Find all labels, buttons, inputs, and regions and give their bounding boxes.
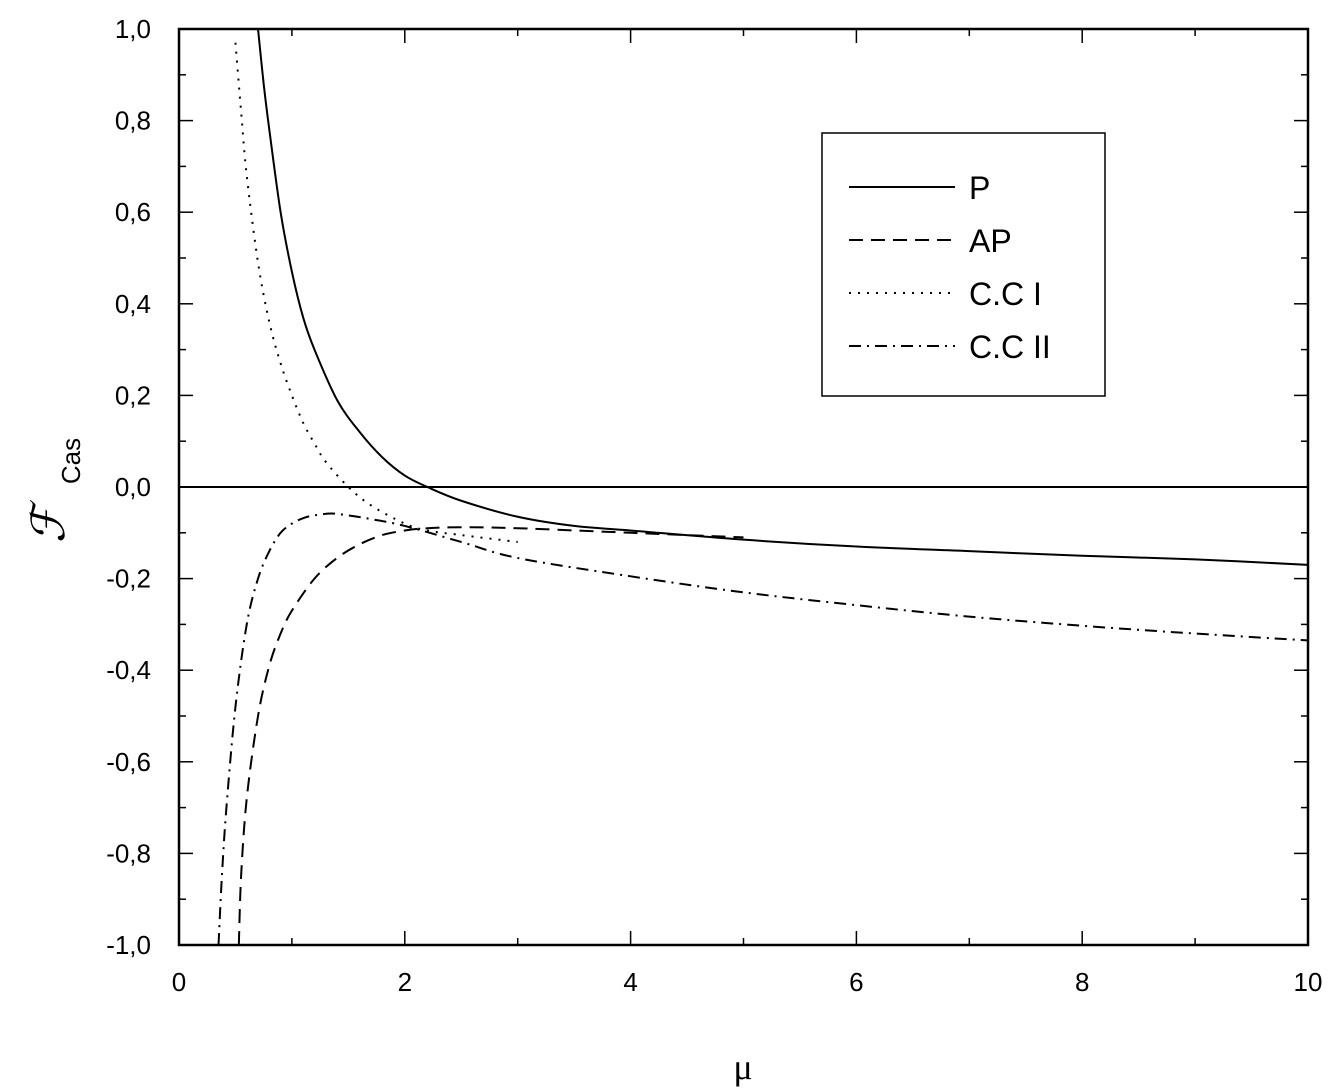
legend-label: C.C I	[969, 276, 1042, 312]
x-tick-label: 6	[849, 967, 863, 997]
legend-label: AP	[969, 223, 1012, 259]
y-tick-label: 0,8	[115, 106, 151, 136]
axis-ticks	[178, 28, 1309, 946]
series-lines	[217, 28, 1309, 946]
legend-box	[821, 132, 1106, 397]
y-tick-label: 1,0	[115, 14, 151, 44]
x-tick-label: 8	[1075, 967, 1089, 997]
legend-items: P AP C.C I C.C II	[849, 170, 1051, 365]
x-tick-label: 10	[1294, 967, 1323, 997]
y-tick-label: -0,2	[106, 564, 151, 594]
axis-tick-labels: 0 2 4 6 8 10 -1,0 -0,8 -0,6 -0,4 -0,2 0,0 0,2 0,4 0,6 0…	[106, 14, 1322, 997]
y-tick-label: -0,8	[106, 838, 151, 868]
x-tick-label: 4	[623, 967, 637, 997]
series-line-solid	[257, 28, 1309, 566]
series-line-dashed	[237, 526, 744, 946]
y-axis-label-subscript: Cas	[56, 438, 86, 484]
y-tick-label: 0,2	[115, 380, 151, 410]
y-tick-label: 0,0	[115, 472, 151, 502]
y-axis-label: ℱ	[23, 499, 74, 543]
y-axis-label-group: ℱ Cas	[23, 438, 86, 543]
series-line-dashdot	[217, 512, 1309, 946]
x-tick-label: 2	[398, 967, 412, 997]
y-tick-label: 0,6	[115, 197, 151, 227]
legend-label: C.C II	[969, 329, 1051, 365]
y-tick-label: -0,4	[106, 655, 151, 685]
x-tick-label: 0	[172, 967, 186, 997]
legend: P AP C.C I C.C II	[821, 132, 1106, 397]
y-tick-label: 0,4	[115, 289, 151, 319]
x-axis-label: μ	[733, 1047, 752, 1087]
y-tick-label: -0,6	[106, 747, 151, 777]
y-tick-label: -1,0	[106, 930, 151, 960]
legend-label: P	[969, 170, 990, 206]
series-line-dotted	[234, 42, 518, 543]
